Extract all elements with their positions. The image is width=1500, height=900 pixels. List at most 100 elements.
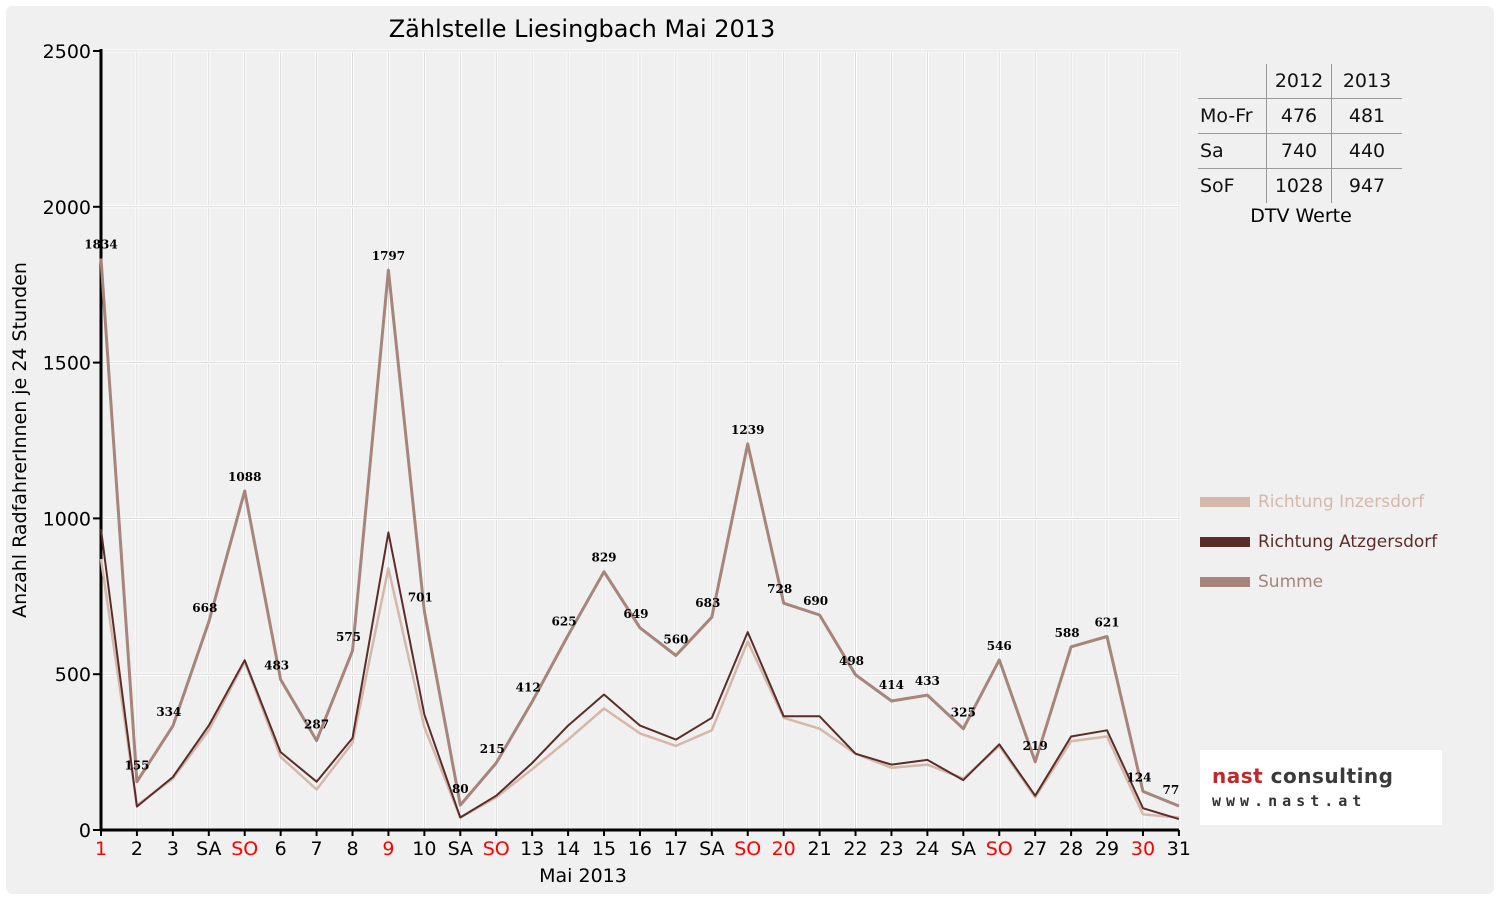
data-label: 560: [663, 633, 688, 647]
x-tick-label: 21: [808, 838, 832, 860]
dtv-corner: [1198, 64, 1267, 99]
data-label: 412: [516, 681, 541, 695]
data-label: 668: [192, 601, 217, 615]
legend-item-atzgersdorf: Richtung Atzgersdorf: [1200, 532, 1437, 552]
data-label: 1834: [84, 238, 117, 252]
data-label: 829: [591, 551, 616, 565]
y-tick-label: 0: [79, 820, 91, 842]
data-label: 649: [623, 607, 648, 621]
series-line-summe: [99, 258, 1180, 808]
legend-item-inzersdorf: Richtung Inzersdorf: [1200, 492, 1437, 512]
y-tick-label: 2500: [43, 41, 91, 63]
dtv-header-2013: 2013: [1331, 64, 1402, 99]
data-label: 728: [767, 582, 792, 596]
data-label: 588: [1055, 626, 1080, 640]
x-tick-label: 30: [1131, 838, 1155, 860]
dtv-cell-2012: 476: [1266, 98, 1332, 134]
dtv-row-label: Sa: [1198, 133, 1267, 169]
x-tick-label: 13: [520, 838, 544, 860]
logo-url: www.nast.at: [1212, 792, 1367, 810]
legend-swatch-atzgersdorf: [1200, 537, 1250, 547]
data-label-layer: 1834 155 334 668 1088 483 287 575 1797 701 80 215 41…: [84, 238, 1179, 797]
logo-word-consulting: consulting: [1270, 764, 1394, 788]
x-tick-label: 7: [311, 838, 323, 860]
data-label: 155: [124, 759, 149, 773]
x-tick-label: SA: [448, 838, 473, 860]
data-label: 546: [987, 639, 1012, 653]
x-tick-label: 8: [346, 838, 358, 860]
logo-wordmark: nast consulting: [1212, 764, 1393, 788]
x-tick-label: SO: [734, 838, 761, 860]
series-layer: [99, 258, 1180, 821]
data-label: 287: [304, 718, 329, 732]
legend-label-atzgersdorf: Richtung Atzgersdorf: [1258, 532, 1438, 552]
dtv-row-label: Mo-Fr: [1198, 98, 1267, 134]
chart-title: Zählstelle Liesingbach Mai 2013: [389, 15, 776, 43]
x-tick-label: 27: [1023, 838, 1047, 860]
dtv-cell-2013: 440: [1331, 133, 1402, 169]
data-label: 80: [452, 782, 469, 796]
dtv-table-box: 2012 2013 Mo-Fr 476 481 Sa 740 440 SoF 1…: [1198, 64, 1412, 227]
dtv-table: 2012 2013 Mo-Fr 476 481 Sa 740 440 SoF 1…: [1198, 64, 1402, 203]
x-tick-label: 9: [382, 838, 394, 860]
legend-swatch-summe: [1200, 577, 1250, 587]
data-label: 1797: [372, 249, 405, 263]
dtv-cell-2013: 947: [1331, 168, 1402, 203]
grid-layer: [101, 49, 1181, 830]
x-tick-label: 14: [556, 838, 580, 860]
dtv-cell-2013: 481: [1331, 98, 1402, 134]
legend-swatch-inzersdorf: [1200, 497, 1250, 507]
y-tick-label: 1500: [43, 353, 91, 375]
x-tick-label: 17: [664, 838, 688, 860]
chart-legend: Richtung Inzersdorf Richtung Atzgersdorf…: [1200, 492, 1437, 612]
legend-label-inzersdorf: Richtung Inzersdorf: [1258, 492, 1425, 512]
x-tick-label: SO: [231, 838, 258, 860]
x-tick-label: 22: [843, 838, 867, 860]
x-tick-label: 15: [592, 838, 616, 860]
data-label: 690: [803, 594, 828, 608]
dtv-row-sof: SoF 1028 947: [1198, 168, 1402, 203]
y-tick-label: 500: [55, 664, 91, 686]
x-tick-label: SA: [196, 838, 221, 860]
dtv-row-sa: Sa 740 440: [1198, 133, 1402, 169]
x-tick-label: 24: [915, 838, 939, 860]
data-label: 1239: [731, 423, 764, 437]
data-label: 625: [552, 614, 577, 628]
x-tick-label: SO: [483, 838, 510, 860]
dtv-row-label: SoF: [1200, 175, 1235, 197]
y-tick-label: 2000: [43, 197, 91, 219]
data-label: 334: [156, 705, 181, 719]
data-label: 219: [1023, 739, 1048, 753]
dtv-row-mofr: Mo-Fr 476 481: [1198, 98, 1402, 134]
dtv-cell-2012: 740: [1266, 133, 1332, 169]
x-tick-label: SA: [951, 838, 976, 860]
nast-consulting-logo: nast consulting www.nast.at: [1200, 750, 1442, 825]
data-label: 683: [695, 596, 720, 610]
data-label: 1088: [228, 470, 261, 484]
x-tick-label: 2: [131, 838, 143, 860]
x-tick-label: 29: [1095, 838, 1119, 860]
x-tick-label: 1: [95, 838, 107, 860]
data-label: 483: [264, 658, 289, 672]
data-label: 621: [1095, 615, 1120, 629]
data-label: 215: [480, 742, 505, 756]
x-tick-label: SO: [986, 838, 1013, 860]
data-label: 701: [408, 591, 433, 605]
data-label: 325: [951, 706, 976, 720]
dtv-caption: DTV Werte: [1250, 205, 1352, 227]
x-tick-label: 23: [879, 838, 903, 860]
x-tick-label: 31: [1167, 838, 1191, 860]
x-tick-label: 28: [1059, 838, 1083, 860]
dtv-header-2012: 2012: [1266, 64, 1332, 99]
y-tick-label: 1000: [43, 508, 91, 530]
x-tick-label: 3: [167, 838, 179, 860]
logo-word-nast: nast: [1212, 764, 1264, 788]
x-tick-label: 6: [275, 838, 287, 860]
data-label: 414: [879, 678, 904, 692]
dtv-header-row: 2012 2013: [1198, 64, 1402, 99]
x-tick-label: 10: [412, 838, 436, 860]
data-label: 498: [839, 654, 864, 668]
dtv-cell-2012: 1028: [1266, 168, 1332, 203]
